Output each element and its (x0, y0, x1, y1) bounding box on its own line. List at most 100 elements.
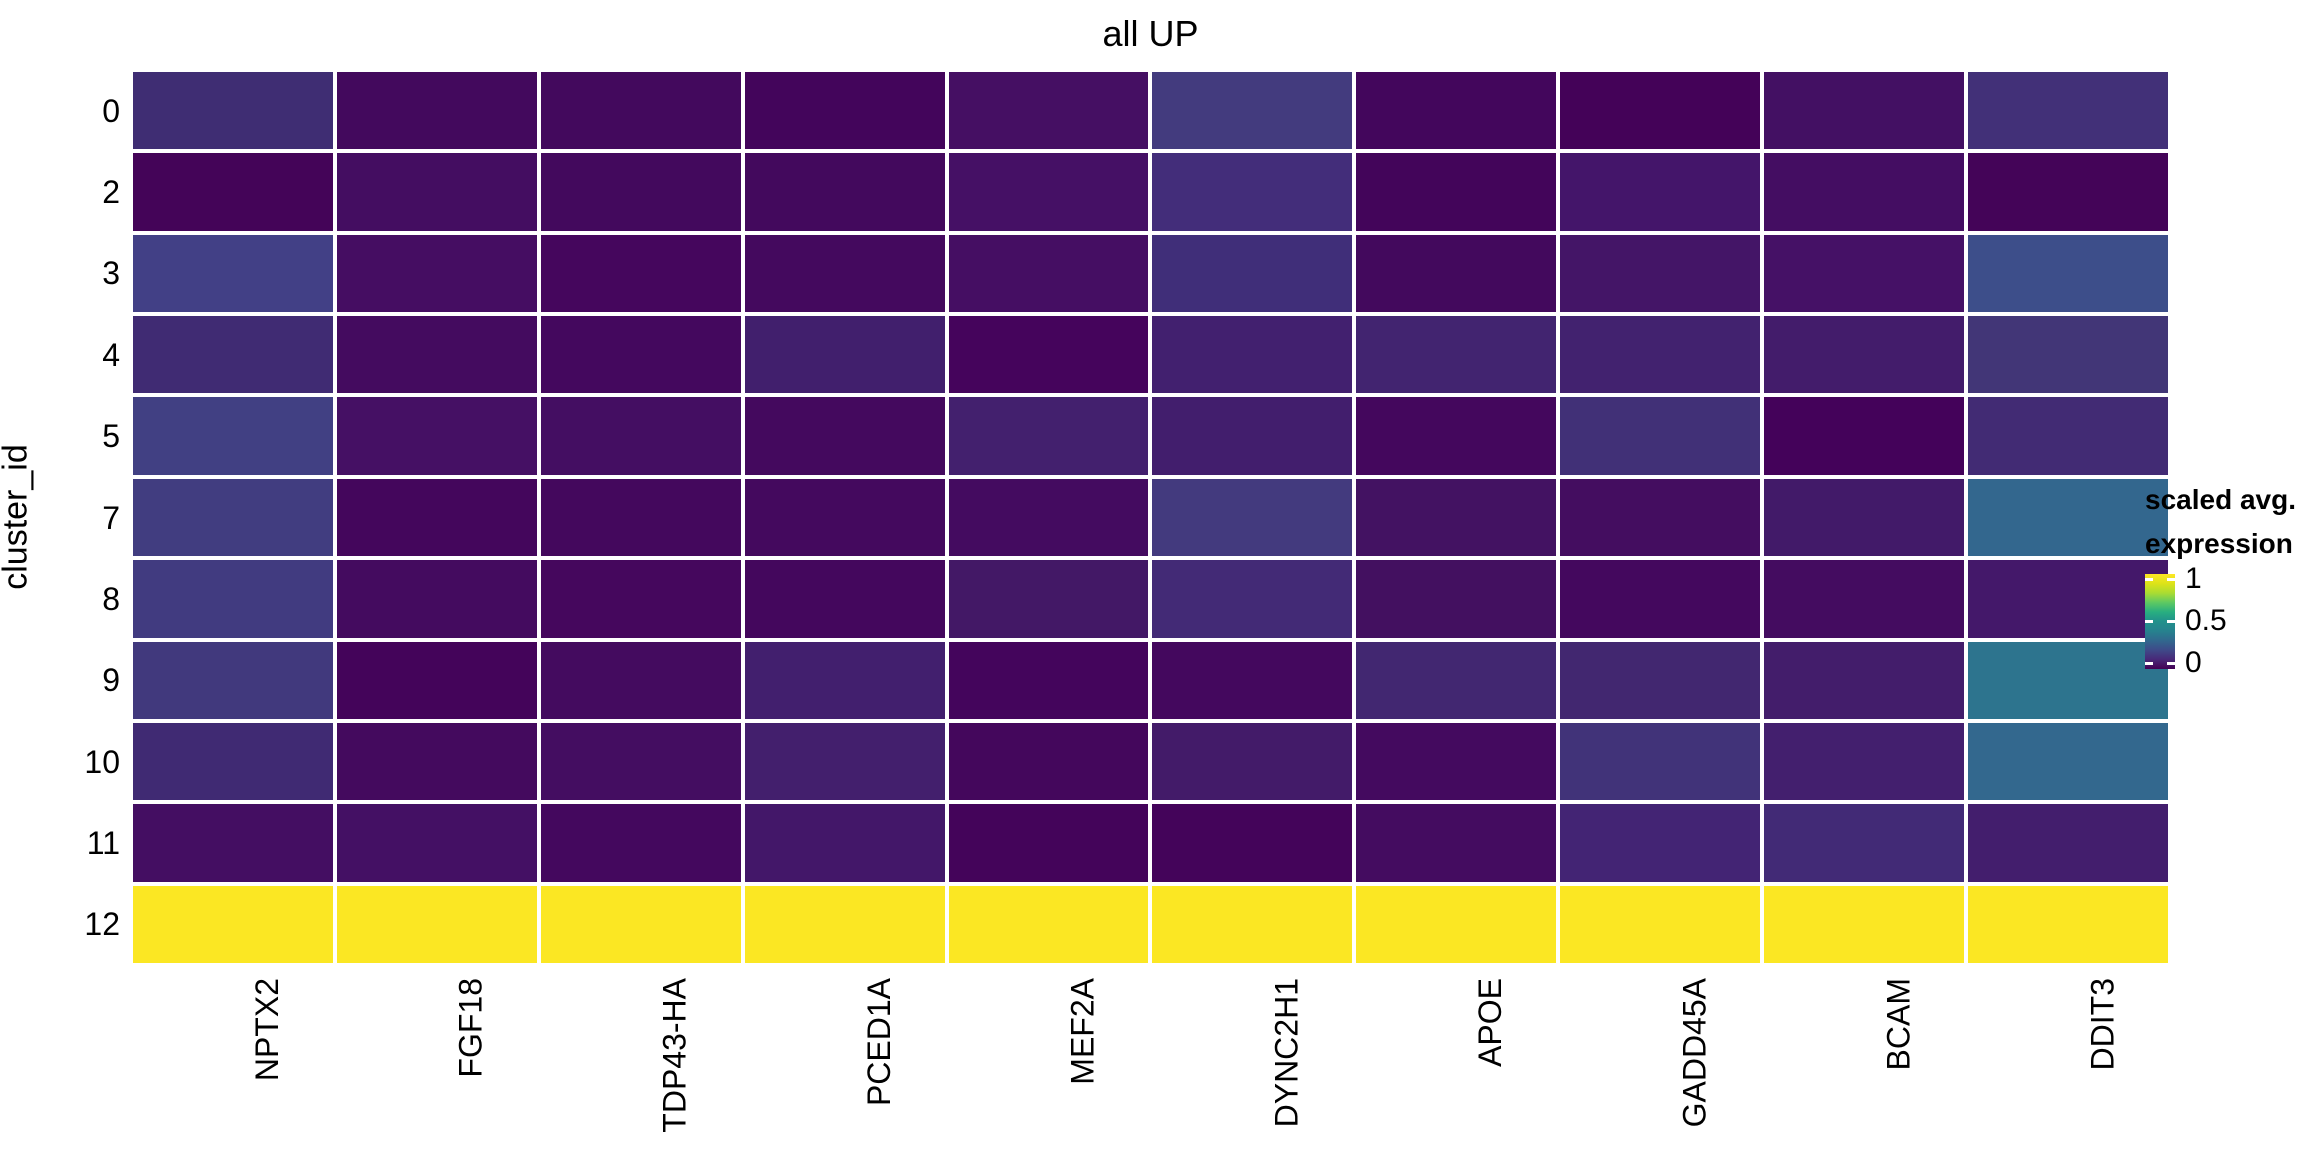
heatmap-cell (744, 397, 945, 475)
legend-title-line1: scaled avg. (2145, 484, 2296, 515)
heatmap-cell (1560, 560, 1761, 638)
heatmap-cell (1152, 560, 1353, 638)
col-label: APOE (1472, 978, 1509, 1067)
heatmap-cell (133, 641, 333, 719)
heatmap-cell (948, 72, 1149, 150)
heatmap-cell (1968, 804, 2168, 882)
heatmap-cell (540, 722, 741, 801)
heatmap-cell (540, 397, 741, 475)
heatmap-cell (948, 397, 1149, 475)
heatmap-cell (1356, 153, 1557, 231)
heatmap-cell (1152, 397, 1353, 475)
heatmap-cell (948, 641, 1149, 719)
heatmap-cell (1560, 885, 1761, 963)
heatmap-cell (744, 153, 945, 231)
heatmap-cell (1560, 722, 1761, 801)
heatmap-cell (1968, 153, 2168, 231)
heatmap-cell (1356, 560, 1557, 638)
col-label: BCAM (1880, 978, 1917, 1071)
heatmap-cell (1764, 234, 1965, 313)
row-label: 9 (102, 662, 120, 699)
row-label: 5 (102, 418, 120, 455)
legend-tick-mark (2145, 661, 2153, 665)
heatmap-cell (1968, 560, 2168, 638)
heatmap-cell (1560, 641, 1761, 719)
heatmap-cell (1968, 641, 2168, 719)
heatmap-cell (1764, 885, 1965, 963)
legend-tick-mark (2167, 619, 2175, 623)
row-label: 0 (102, 92, 120, 129)
row-label: 3 (102, 255, 120, 292)
heatmap-cell (948, 153, 1149, 231)
col-label: DYNC2H1 (1268, 978, 1305, 1128)
heatmap-cell (744, 641, 945, 719)
heatmap-cell (336, 72, 537, 150)
heatmap-cell (540, 153, 741, 231)
heatmap-cell (540, 804, 741, 882)
heatmap-cell (1764, 804, 1965, 882)
y-axis-title-text: cluster_id (0, 444, 35, 590)
row-label: 2 (102, 174, 120, 211)
heatmap-cell (1560, 397, 1761, 475)
heatmap-cell (1764, 316, 1965, 394)
col-label: GADD45A (1676, 978, 1713, 1128)
heatmap-cell (540, 560, 741, 638)
legend-tick-mark (2145, 619, 2153, 623)
heatmap-cell (1560, 804, 1761, 882)
row-label: 12 (84, 906, 120, 943)
heatmap-cell (1356, 478, 1557, 557)
heatmap-cell (540, 234, 741, 313)
heatmap-cell (336, 234, 537, 313)
heatmap-cell (948, 234, 1149, 313)
heatmap-cell (336, 722, 537, 801)
col-label: PCED1A (860, 978, 897, 1107)
heatmap-cell (336, 153, 537, 231)
row-label: 10 (84, 743, 120, 780)
heatmap-cell (133, 560, 333, 638)
heatmap-cell (1356, 641, 1557, 719)
heatmap-cell (744, 234, 945, 313)
heatmap-panel (133, 72, 2168, 963)
heatmap-cell (948, 478, 1149, 557)
chart-title: all UP (1102, 13, 1199, 54)
heatmap-cell (1764, 560, 1965, 638)
heatmap-cell (1968, 234, 2168, 313)
heatmap-cell (744, 722, 945, 801)
col-label: NPTX2 (248, 978, 285, 1082)
heatmap-cell (336, 641, 537, 719)
heatmap-cell (948, 560, 1149, 638)
legend-tick-label: 1 (2185, 562, 2202, 596)
heatmap-cell (133, 72, 333, 150)
heatmap-cell (540, 885, 741, 963)
row-label: 7 (102, 499, 120, 536)
legend-tick-label: 0.5 (2185, 604, 2227, 638)
heatmap-cell (1560, 316, 1761, 394)
legend-colorbar-wrap: 1 0.5 0 (2145, 564, 2227, 678)
col-label: TDP43-HA (656, 978, 693, 1133)
heatmap-cell (1764, 397, 1965, 475)
heatmap-cell (1968, 722, 2168, 801)
heatmap-cell (336, 397, 537, 475)
heatmap-cell (1356, 885, 1557, 963)
heatmap-cell (1356, 722, 1557, 801)
heatmap-cell (744, 72, 945, 150)
row-label: 11 (86, 824, 120, 861)
heatmap-cell (133, 722, 333, 801)
heatmap-cell (133, 478, 333, 557)
heatmap-cell (1968, 885, 2168, 963)
heatmap-cell (540, 72, 741, 150)
heatmap-cell (744, 560, 945, 638)
heatmap-cell (540, 641, 741, 719)
row-label: 8 (102, 580, 120, 617)
heatmap-cell (336, 885, 537, 963)
heatmap-cell (336, 478, 537, 557)
heatmap-cell (133, 316, 333, 394)
legend-tick-label: 0 (2185, 646, 2202, 680)
heatmap-cell (1152, 722, 1353, 801)
heatmap-cell (540, 478, 741, 557)
heatmap-cell (948, 885, 1149, 963)
heatmap-cell (744, 478, 945, 557)
heatmap-cell (540, 316, 741, 394)
heatmap-cell (1152, 72, 1353, 150)
heatmap-cell (1968, 316, 2168, 394)
